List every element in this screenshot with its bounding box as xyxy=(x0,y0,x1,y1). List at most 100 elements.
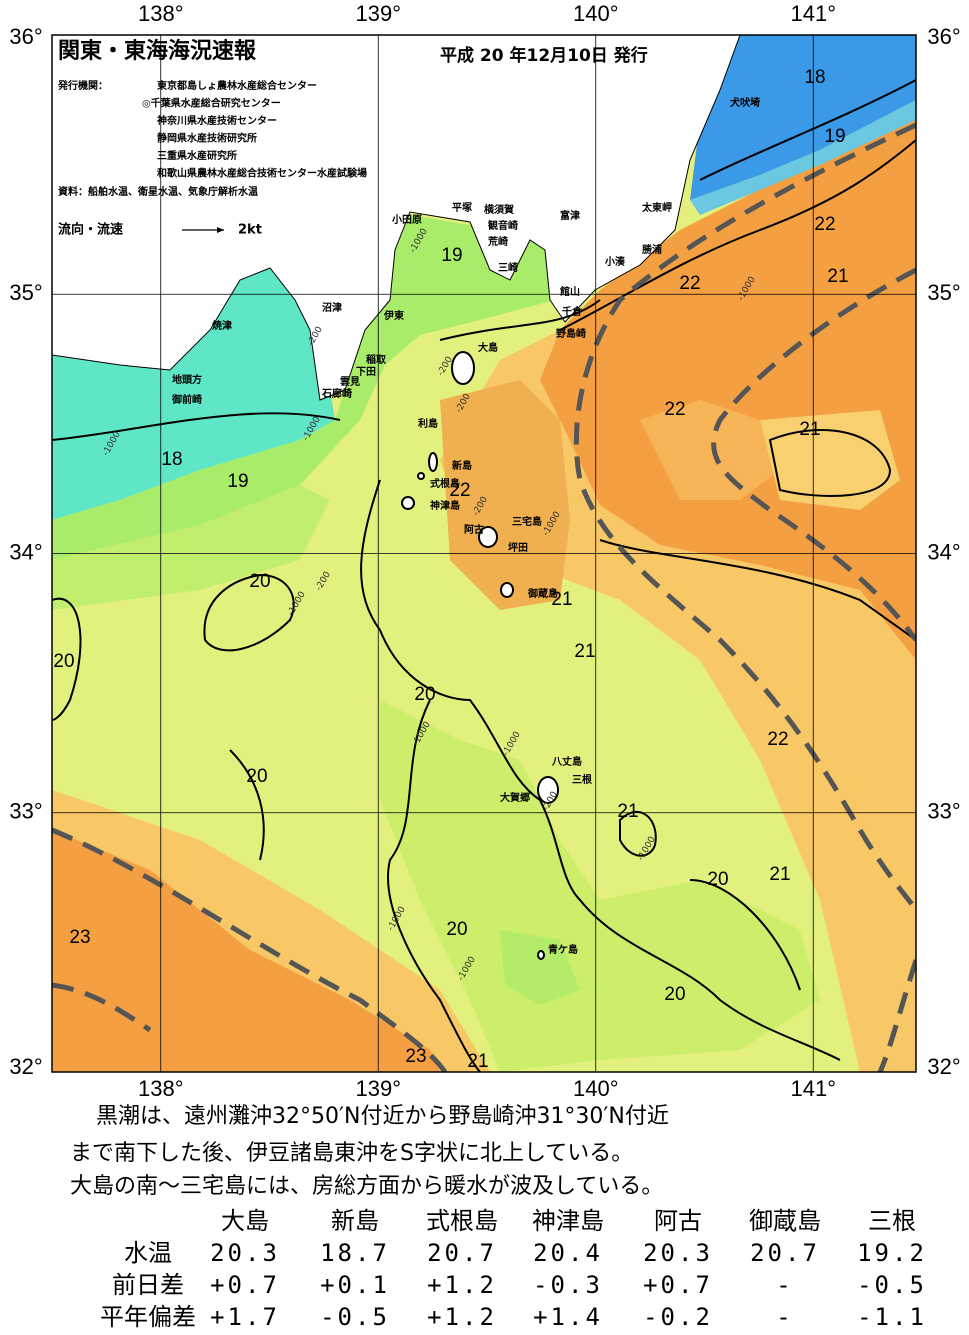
lon-label-bottom: 140° xyxy=(573,1076,619,1101)
place-name: 三根 xyxy=(572,773,592,786)
table-header: 三根 xyxy=(868,1207,916,1235)
lon-label-top: 141° xyxy=(790,1,836,26)
place-name: 野島崎 xyxy=(556,327,586,340)
arrow-head xyxy=(217,227,224,233)
table-cell: -0.2 xyxy=(643,1303,713,1331)
lon-label-top: 138° xyxy=(138,1,184,26)
lat-label-left: 35° xyxy=(9,280,42,305)
place-name: 焼津 xyxy=(212,319,232,332)
lat-label-right: 34° xyxy=(927,539,960,564)
isotherm-label: 22 xyxy=(679,273,700,294)
lat-label-right: 32° xyxy=(927,1054,960,1079)
place-name: 神津島 xyxy=(430,499,460,512)
isotherm-label: 20 xyxy=(53,651,74,672)
place-name: 横須賀 xyxy=(484,203,514,216)
place-name: 勝浦 xyxy=(642,243,662,256)
map-fill xyxy=(52,35,916,1072)
isotherm-label: 21 xyxy=(799,419,820,440)
table-cell: -0.3 xyxy=(533,1271,603,1299)
place-name: 小湊 xyxy=(604,255,626,268)
table-cell: +1.2 xyxy=(427,1271,497,1299)
table-cell: -0.5 xyxy=(857,1271,927,1299)
place-name: 大賀郷 xyxy=(500,791,530,804)
place-name: 観音崎 xyxy=(488,219,518,232)
table-header: 大島 xyxy=(221,1207,269,1235)
table-cell: +0.7 xyxy=(210,1271,280,1299)
graticule: 138° 138° 139° 139° 140° 140° 141° 141° 36° 36° 35… xyxy=(9,1,960,1101)
lon-label-bottom: 139° xyxy=(355,1076,401,1101)
table-cell: +1.4 xyxy=(533,1303,603,1331)
place-name: 御蔵島 xyxy=(527,587,558,600)
table-cell: -1.1 xyxy=(857,1303,927,1331)
issuer: 神奈川県水産技術センター xyxy=(157,114,277,127)
isotherm-label: 20 xyxy=(249,571,270,592)
place-name: 青ケ島 xyxy=(548,943,578,956)
place-name: 千倉 xyxy=(562,305,583,318)
isotherm-label: 21 xyxy=(769,864,790,885)
table-cell: 20.7 xyxy=(427,1239,497,1267)
lat-label-right: 35° xyxy=(927,280,960,305)
place-name: 富津 xyxy=(560,209,580,222)
place-name: 平塚 xyxy=(452,201,472,214)
summary-line: 黒潮は、遠州灘沖32°50′N付近から野島崎沖31°30′N付近 xyxy=(96,1104,669,1129)
lon-label-bottom: 138° xyxy=(138,1076,184,1101)
isotherm-label: 21 xyxy=(827,266,848,287)
isotherm-label: 20 xyxy=(246,766,267,787)
place-name: 下田 xyxy=(356,366,376,378)
place-name: 坪田 xyxy=(508,541,528,554)
isotherm-label: 22 xyxy=(449,480,470,501)
lat-label-right: 36° xyxy=(927,24,960,49)
place-name: 新島 xyxy=(452,459,472,472)
place-name: 小田原 xyxy=(391,213,422,226)
place-name: 荒崎 xyxy=(487,235,508,248)
isotherm-label: 19 xyxy=(441,245,462,266)
isotherm-label: 18 xyxy=(161,449,182,470)
lon-label-top: 140° xyxy=(573,1,619,26)
place-name: 利島 xyxy=(418,417,438,430)
isotherm-label: 22 xyxy=(767,729,788,750)
isotherm-label: 21 xyxy=(574,641,595,662)
table-cell: +1.2 xyxy=(427,1303,497,1331)
isotherm-label: 22 xyxy=(814,214,835,235)
row-label: 平年偏差 xyxy=(100,1303,196,1331)
issue-date: 平成 20 年12月10日 発行 xyxy=(440,45,648,66)
arrow-legend-label: 流向・流速 xyxy=(58,222,123,238)
place-name: 地頭方 xyxy=(172,373,202,386)
place-name: 雲見 xyxy=(340,376,360,388)
place-name: 太東岬 xyxy=(641,201,672,214)
table-header: 新島 xyxy=(331,1207,379,1235)
isotherm-label: 20 xyxy=(664,984,685,1005)
summary-line: 大島の南～三宅島には、房総方面から暖水が波及している。 xyxy=(70,1174,663,1199)
lon-label-bottom: 141° xyxy=(790,1076,836,1101)
lat-label-left: 34° xyxy=(9,539,42,564)
issuer: 東京都島しょ農林水産総合センター xyxy=(157,79,317,92)
isotherm-label: 20 xyxy=(414,684,435,705)
lon-label-top: 139° xyxy=(355,1,401,26)
place-name: 石廊崎 xyxy=(321,387,352,400)
isotherm-label: 21 xyxy=(551,589,572,610)
place-name: 伊東 xyxy=(383,309,404,322)
place-name: 犬吠埼 xyxy=(730,96,760,109)
table-cell: 20.7 xyxy=(750,1239,820,1267)
lat-label-left: 36° xyxy=(9,24,42,49)
isotherm-label: 21 xyxy=(467,1051,488,1072)
isotherm-label: 21 xyxy=(617,801,638,822)
table-header: 式根島 xyxy=(426,1207,498,1235)
place-name: 沼津 xyxy=(322,301,342,314)
isotherm-label: 20 xyxy=(707,869,728,890)
place-name: 大島 xyxy=(478,341,498,354)
data-source: 資料：船舶水温、衛星水温、気象庁解析水温 xyxy=(58,185,258,198)
place-name: 式根島 xyxy=(430,477,460,490)
isotherm-label: 23 xyxy=(69,927,90,948)
place-name: 館山 xyxy=(559,285,580,298)
issuer: 三重県水産研究所 xyxy=(157,149,237,162)
issuer-label: 発行機関： xyxy=(57,79,108,92)
place-name: 稲取 xyxy=(366,353,387,366)
table-cell: +1.7 xyxy=(210,1303,280,1331)
place-name: 阿古 xyxy=(464,523,484,536)
table-header: 阿古 xyxy=(654,1207,702,1235)
place-name: 三崎 xyxy=(498,261,518,274)
table-cell: 18.7 xyxy=(320,1239,390,1267)
